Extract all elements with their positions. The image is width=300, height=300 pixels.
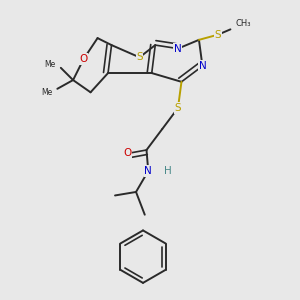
Text: CH₃: CH₃ bbox=[236, 19, 251, 28]
Text: S: S bbox=[215, 30, 221, 40]
Text: S: S bbox=[175, 103, 181, 113]
Text: O: O bbox=[80, 54, 88, 64]
Text: Me: Me bbox=[41, 88, 52, 97]
Text: N: N bbox=[174, 44, 182, 54]
Text: Me: Me bbox=[45, 60, 56, 69]
Text: N: N bbox=[144, 166, 152, 176]
Text: S: S bbox=[136, 52, 143, 62]
Text: H: H bbox=[164, 166, 171, 176]
Text: O: O bbox=[123, 148, 131, 158]
Text: N: N bbox=[199, 61, 206, 71]
